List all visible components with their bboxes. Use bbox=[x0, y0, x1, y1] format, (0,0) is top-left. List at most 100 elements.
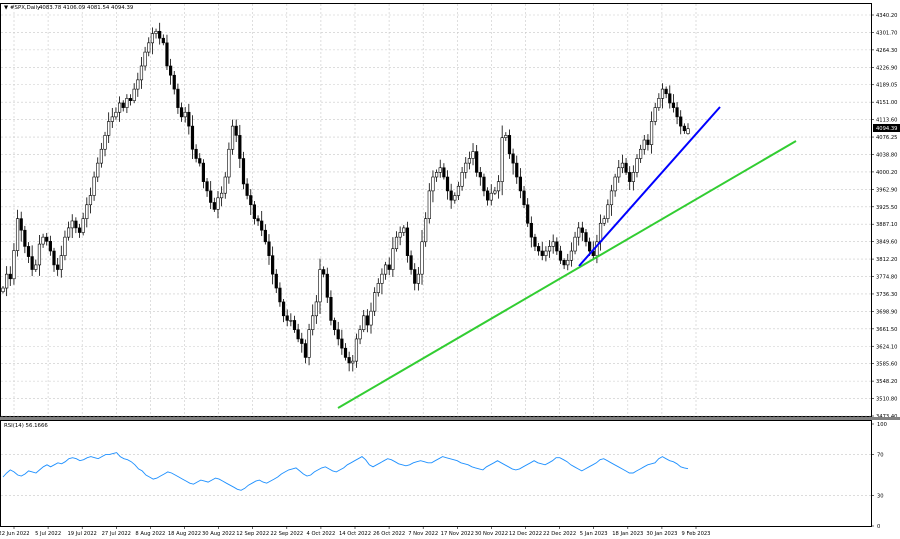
candle[interactable] bbox=[77, 223, 82, 238]
candle[interactable] bbox=[128, 94, 133, 106]
candle[interactable] bbox=[307, 323, 311, 366]
candle[interactable] bbox=[434, 169, 439, 182]
candle[interactable] bbox=[679, 110, 683, 135]
candle[interactable] bbox=[358, 325, 362, 345]
candle[interactable] bbox=[478, 167, 482, 186]
candle[interactable] bbox=[642, 135, 646, 155]
candle[interactable] bbox=[562, 258, 566, 270]
candle[interactable] bbox=[544, 246, 548, 262]
candle[interactable] bbox=[176, 83, 180, 114]
candle[interactable] bbox=[220, 186, 224, 207]
candle[interactable] bbox=[205, 178, 209, 197]
candle[interactable] bbox=[551, 234, 555, 254]
candle[interactable] bbox=[227, 142, 231, 184]
candle[interactable] bbox=[56, 257, 60, 276]
candle[interactable] bbox=[482, 173, 486, 197]
candle[interactable] bbox=[471, 143, 475, 166]
candle[interactable] bbox=[329, 290, 333, 326]
candle[interactable] bbox=[161, 34, 165, 46]
candle[interactable] bbox=[37, 234, 42, 276]
candle[interactable] bbox=[427, 183, 431, 224]
candle[interactable] bbox=[325, 267, 329, 303]
candle[interactable] bbox=[85, 197, 89, 228]
candle[interactable] bbox=[5, 266, 9, 297]
candle[interactable] bbox=[445, 170, 450, 200]
candle[interactable] bbox=[238, 124, 242, 168]
candle[interactable] bbox=[602, 215, 606, 227]
candle[interactable] bbox=[201, 159, 205, 189]
candle[interactable] bbox=[394, 231, 399, 252]
candle[interactable] bbox=[529, 216, 533, 248]
candle[interactable] bbox=[136, 72, 140, 97]
candle[interactable] bbox=[289, 313, 293, 327]
candle[interactable] bbox=[223, 172, 227, 199]
candle[interactable] bbox=[41, 233, 45, 248]
candle[interactable] bbox=[496, 175, 501, 199]
candle[interactable] bbox=[241, 151, 246, 190]
candle[interactable] bbox=[179, 102, 184, 122]
candle[interactable] bbox=[613, 173, 617, 197]
candle[interactable] bbox=[540, 241, 544, 261]
candle[interactable] bbox=[125, 94, 129, 114]
candle[interactable] bbox=[518, 168, 522, 199]
candle[interactable] bbox=[351, 354, 355, 372]
candle[interactable] bbox=[682, 123, 686, 134]
candle[interactable] bbox=[467, 151, 471, 170]
candle[interactable] bbox=[431, 170, 435, 203]
price-pane[interactable] bbox=[0, 3, 872, 417]
candle[interactable] bbox=[48, 235, 52, 256]
candle[interactable] bbox=[300, 332, 304, 353]
candle[interactable] bbox=[256, 215, 260, 226]
candle[interactable] bbox=[409, 250, 413, 275]
candle[interactable] bbox=[456, 181, 461, 201]
candle[interactable] bbox=[183, 106, 187, 123]
candle[interactable] bbox=[376, 278, 380, 297]
candle[interactable] bbox=[303, 339, 308, 364]
candle[interactable] bbox=[45, 232, 49, 246]
candle[interactable] bbox=[34, 259, 38, 272]
candle[interactable] bbox=[649, 111, 654, 154]
candle[interactable] bbox=[110, 107, 114, 128]
candle[interactable] bbox=[1, 286, 5, 294]
candle[interactable] bbox=[405, 221, 410, 263]
candle[interactable] bbox=[285, 309, 289, 327]
candle[interactable] bbox=[165, 34, 169, 71]
candle[interactable] bbox=[343, 343, 348, 361]
candle[interactable] bbox=[675, 102, 679, 125]
candle[interactable] bbox=[74, 217, 78, 234]
candle[interactable] bbox=[209, 181, 213, 210]
candle[interactable] bbox=[230, 119, 235, 155]
candle[interactable] bbox=[322, 266, 326, 278]
candle[interactable] bbox=[617, 159, 621, 183]
candle[interactable] bbox=[631, 165, 635, 191]
candle[interactable] bbox=[639, 144, 643, 163]
candle[interactable] bbox=[660, 83, 665, 109]
candle[interactable] bbox=[252, 201, 257, 225]
candle[interactable] bbox=[234, 119, 238, 143]
candle[interactable] bbox=[416, 267, 420, 291]
candle[interactable] bbox=[464, 157, 468, 179]
trendline-green[interactable] bbox=[337, 140, 797, 409]
rsi-pane[interactable] bbox=[0, 420, 872, 527]
candle[interactable] bbox=[686, 123, 690, 135]
candle[interactable] bbox=[267, 234, 271, 265]
candle[interactable] bbox=[547, 240, 552, 258]
candle[interactable] bbox=[453, 192, 457, 204]
candle[interactable] bbox=[628, 166, 632, 190]
candle[interactable] bbox=[442, 163, 446, 180]
candle[interactable] bbox=[198, 153, 202, 167]
candle[interactable] bbox=[620, 154, 625, 174]
candle[interactable] bbox=[507, 129, 512, 159]
candle[interactable] bbox=[117, 96, 122, 122]
candle[interactable] bbox=[154, 28, 158, 39]
candle[interactable] bbox=[59, 245, 63, 278]
candle[interactable] bbox=[671, 94, 676, 113]
candle[interactable] bbox=[533, 233, 537, 252]
candle[interactable] bbox=[486, 187, 490, 206]
candle[interactable] bbox=[260, 210, 264, 237]
candle[interactable] bbox=[121, 100, 125, 112]
candle[interactable] bbox=[606, 199, 610, 223]
candle[interactable] bbox=[63, 230, 67, 261]
candle[interactable] bbox=[522, 186, 526, 209]
candle[interactable] bbox=[81, 212, 85, 236]
